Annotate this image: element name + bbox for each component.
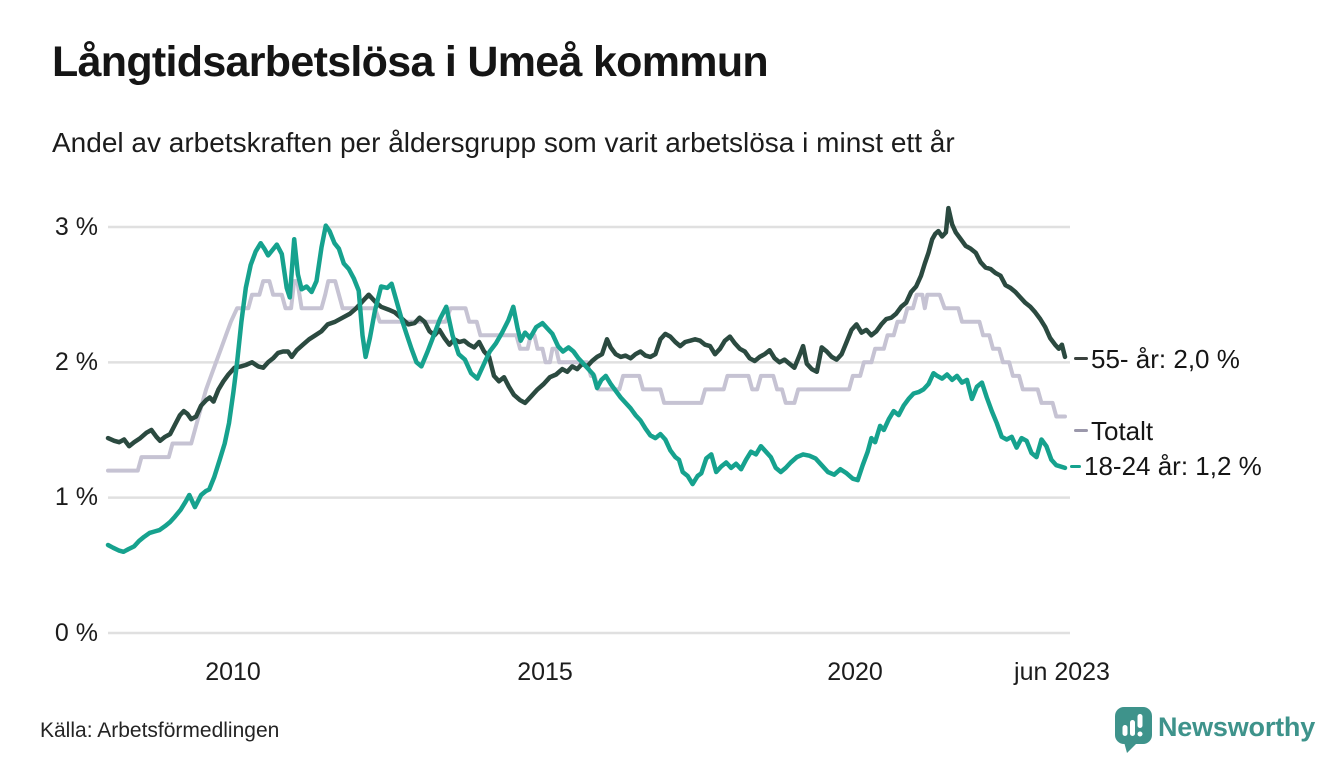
x-tick-2020: 2020 (827, 658, 883, 686)
x-tick-2010: 2010 (205, 658, 261, 686)
x-tick-jun-2023: jun 2023 (1014, 658, 1110, 686)
series-1824-tick (1070, 465, 1081, 468)
page-title: Långtidsarbetslösa i Umeå kommun (52, 38, 769, 86)
y-tick-0pct: 0 % (54, 619, 98, 647)
series-label-55: 55- år: 2,0 % (1091, 344, 1240, 374)
newsworthy-wordmark: Newsworthy (1158, 712, 1316, 742)
series-totalt-tick (1074, 429, 1088, 432)
series-line-Totalt (106, 279, 1067, 473)
newsworthy-bubble-chart-icon (1115, 707, 1152, 753)
series-line-18-24-r (105, 223, 1068, 555)
series-55-tick (1074, 357, 1088, 360)
series-label-totalt: Totalt (1091, 416, 1154, 446)
newsworthy-logo: Newsworthy (1114, 706, 1316, 756)
y-tick-2pct: 2 % (54, 348, 98, 376)
y-tick-3pct: 3 % (54, 213, 98, 241)
chart-subtitle: Andel av arbetskraften per åldersgrupp s… (52, 127, 955, 158)
series-label-1824: 18-24 år: 1,2 % (1084, 451, 1262, 481)
series-line-55-r (105, 205, 1068, 449)
x-tick-2015: 2015 (517, 658, 573, 686)
source-credit: Källa: Arbetsförmedlingen (40, 719, 280, 742)
y-tick-1pct: 1 % (54, 483, 98, 511)
